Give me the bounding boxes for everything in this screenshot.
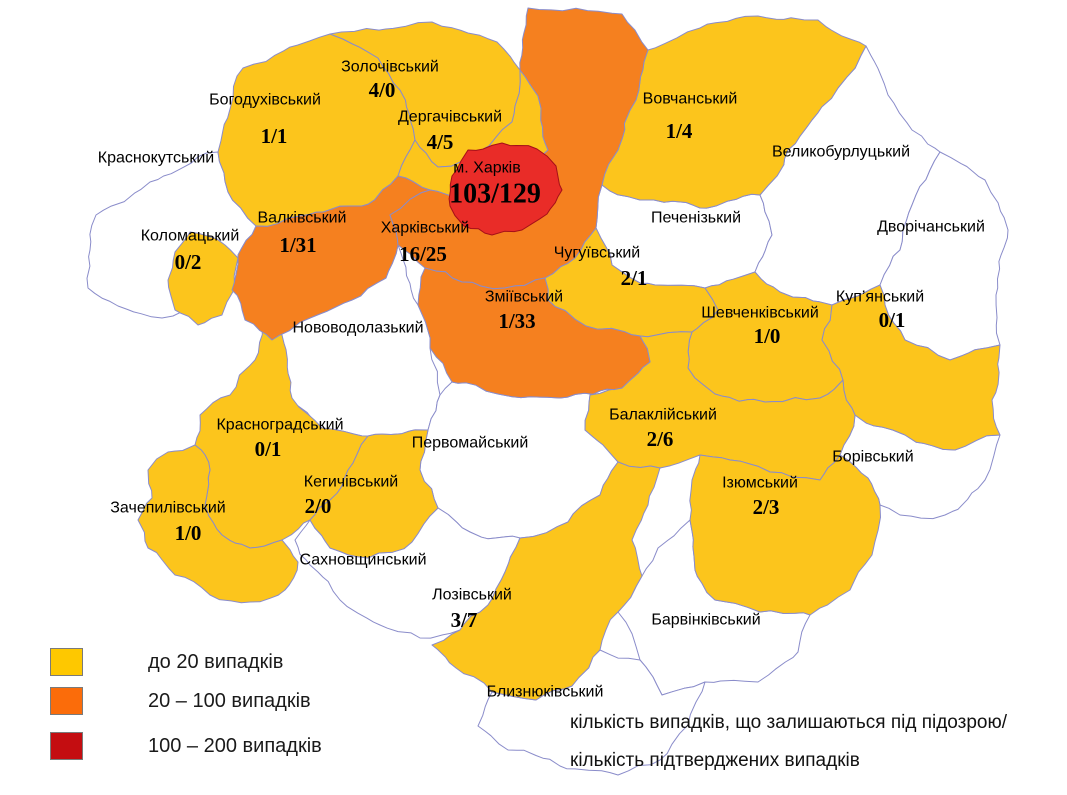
region-name-label: Куп’янський (836, 289, 924, 306)
region-name-label: Чугуївський (554, 245, 640, 262)
region-value-label: 1/31 (279, 233, 316, 257)
legend-item-low: до 20 випадків (50, 648, 283, 676)
region-name-label: Первомайський (412, 435, 529, 452)
region-shape: Зачепилівський (137, 444, 299, 604)
region-value-label: 16/25 (399, 242, 447, 266)
region-shape: Ізюмський (689, 454, 881, 616)
region-value-label: 1/0 (175, 521, 202, 545)
legend-label: 100 – 200 випадків (148, 734, 322, 757)
legend-item-high: 100 – 200 випадків (50, 732, 322, 760)
region-name-label: Дергачівський (398, 109, 502, 126)
region-shape: Зміївський (417, 267, 651, 399)
note-line-suspected: кількість випадків, що залишаються під п… (570, 712, 1008, 733)
region-name-label: Нововодолазький (292, 320, 423, 337)
region-name-label: Печенізький (651, 210, 741, 227)
region-name-label: Шевченківський (701, 305, 819, 322)
region-name-label: Вовчанський (643, 91, 738, 108)
region-value-label: 4/0 (369, 78, 396, 102)
region-name-label: Валківський (258, 210, 347, 227)
region-name-label: Сахновщинський (299, 552, 426, 569)
region-name-label: Зачепилівський (110, 500, 225, 517)
region-shape: Коломацький (167, 231, 239, 326)
region-value-label: 2/3 (753, 495, 780, 519)
value-format-note: кількість випадків, що залишаються під п… (570, 712, 1062, 772)
region-name-label: Лозівський (432, 587, 512, 604)
note-line-confirmed: кількість підтверджених випадків (570, 750, 860, 771)
region-name-label: Красноградський (216, 417, 343, 434)
region-name-label: Кегичівський (304, 474, 398, 491)
region-shape: Лозівський (431, 461, 661, 701)
region-name-label: Балаклійський (609, 407, 717, 424)
region-name-label: Золочівський (341, 59, 439, 76)
region-name-label: Богодухівський (209, 92, 321, 109)
legend-swatch-red (50, 732, 83, 760)
region-name-label: Дворічанський (877, 219, 985, 236)
region-value-label: 4/5 (427, 130, 454, 154)
region-value-label: 0/1 (255, 437, 282, 461)
region-value-label: 1/4 (666, 119, 693, 143)
region-value-label: 1/1 (261, 124, 288, 148)
region-name-label: Барвінківський (651, 612, 760, 629)
region-shape: м. Харків (448, 142, 563, 236)
region-shape: Кегичівський (309, 429, 439, 559)
region-value-label: 2/0 (305, 494, 332, 518)
region-name-label: Коломацький (141, 228, 240, 245)
region-value-label: 2/6 (647, 427, 674, 451)
region-name-label: м. Харків (453, 160, 520, 177)
region-name-label: Великобурлуцький (772, 144, 910, 161)
legend-swatch-yellow (50, 648, 83, 676)
region-value-label: 3/7 (451, 608, 478, 632)
region-name-label: Зміївський (485, 289, 563, 306)
region-name-label: Близнюківський (487, 684, 604, 701)
region-value-label: 0/1 (879, 308, 906, 332)
region-name-label: Харківський (381, 220, 470, 237)
region-value-label: 1/0 (754, 324, 781, 348)
region-name-label: Ізюмський (722, 475, 798, 492)
region-shape: Близнюківський (477, 649, 706, 776)
region-name-label: Краснокутський (98, 150, 214, 167)
region-value-label: 103/129 (449, 179, 541, 210)
legend-label: 20 – 100 випадків (148, 689, 311, 712)
region-name-label: Борівський (832, 449, 913, 466)
legend-item-mid: 20 – 100 випадків (50, 687, 311, 715)
region-value-label: 2/1 (621, 266, 648, 290)
region-shape: Валківський (231, 175, 431, 341)
legend-label: до 20 випадків (148, 650, 284, 673)
region-value-label: 1/33 (498, 309, 535, 333)
legend-swatch-orange (50, 687, 83, 715)
region-value-label: 0/2 (175, 250, 202, 274)
